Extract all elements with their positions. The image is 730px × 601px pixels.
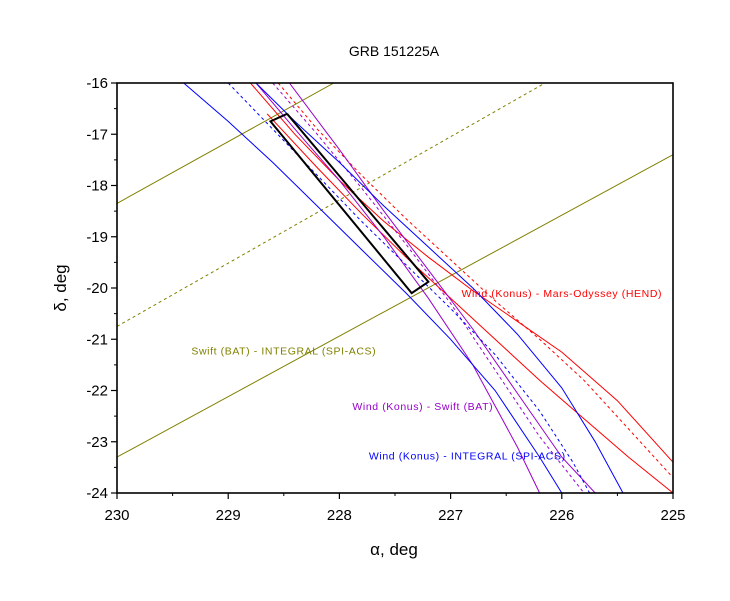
- x-tick-label: 230: [104, 507, 129, 524]
- series-line-konus-hend-3: [250, 83, 673, 463]
- annotation-3: Wind (Konus) - INTEGRAL (SPI-ACS): [369, 451, 566, 463]
- y-axis: -16 -17 -18 -19 -20 -21 -22 -23 -24: [86, 75, 117, 502]
- error-box-layer: [268, 112, 430, 295]
- series-line-swift-integral-2: [117, 154, 673, 458]
- y-axis-title: δ, deg: [51, 264, 70, 311]
- series-line-konus-integral-9: [183, 83, 563, 493]
- x-tick-label: 226: [549, 507, 574, 524]
- series-line-konus-bat-8: [289, 83, 596, 493]
- y-tick-label: -23: [86, 434, 108, 451]
- x-axis: 230 229 228 227 226 225: [104, 493, 686, 524]
- error-box: [268, 112, 430, 295]
- y-tick-label: -16: [86, 75, 108, 92]
- y-tick-label: -21: [86, 331, 108, 348]
- series-line-konus-bat-7: [272, 83, 585, 493]
- y-tick-label: -22: [86, 383, 108, 400]
- y-tick-label: -19: [86, 229, 108, 246]
- x-tick-label: 225: [660, 507, 685, 524]
- annotation-2: Wind (Konus) - Swift (BAT): [352, 401, 493, 413]
- chart-title: GRB 151225A: [349, 43, 440, 59]
- annotation-0: Wind (Konus) - Mars-Odyssey (HEND): [461, 288, 662, 300]
- series-line-konus-integral-11: [255, 83, 624, 493]
- annotation-layer: Wind (Konus) - Mars-Odyssey (HEND) Swift …: [191, 288, 662, 463]
- y-tick-label: -17: [86, 126, 108, 143]
- x-tick-label: 228: [327, 507, 352, 524]
- y-tick-label: -24: [86, 485, 108, 502]
- x-tick-label: 229: [216, 507, 241, 524]
- x-tick-label: 227: [438, 507, 463, 524]
- series-line-swift-integral-1: [117, 83, 546, 327]
- series-line-konus-bat-6: [255, 83, 541, 493]
- series-line-konus-hend-4: [277, 83, 673, 478]
- y-tick-label: -20: [86, 280, 108, 297]
- annotation-1: Swift (BAT) - INTEGRAL (SPI-ACS): [191, 346, 376, 358]
- series-line-swift-integral-0: [117, 83, 335, 204]
- y-tick-label: -18: [86, 178, 108, 195]
- x-axis-title: α, deg: [370, 540, 418, 559]
- series-line-konus-hend-5: [266, 113, 673, 493]
